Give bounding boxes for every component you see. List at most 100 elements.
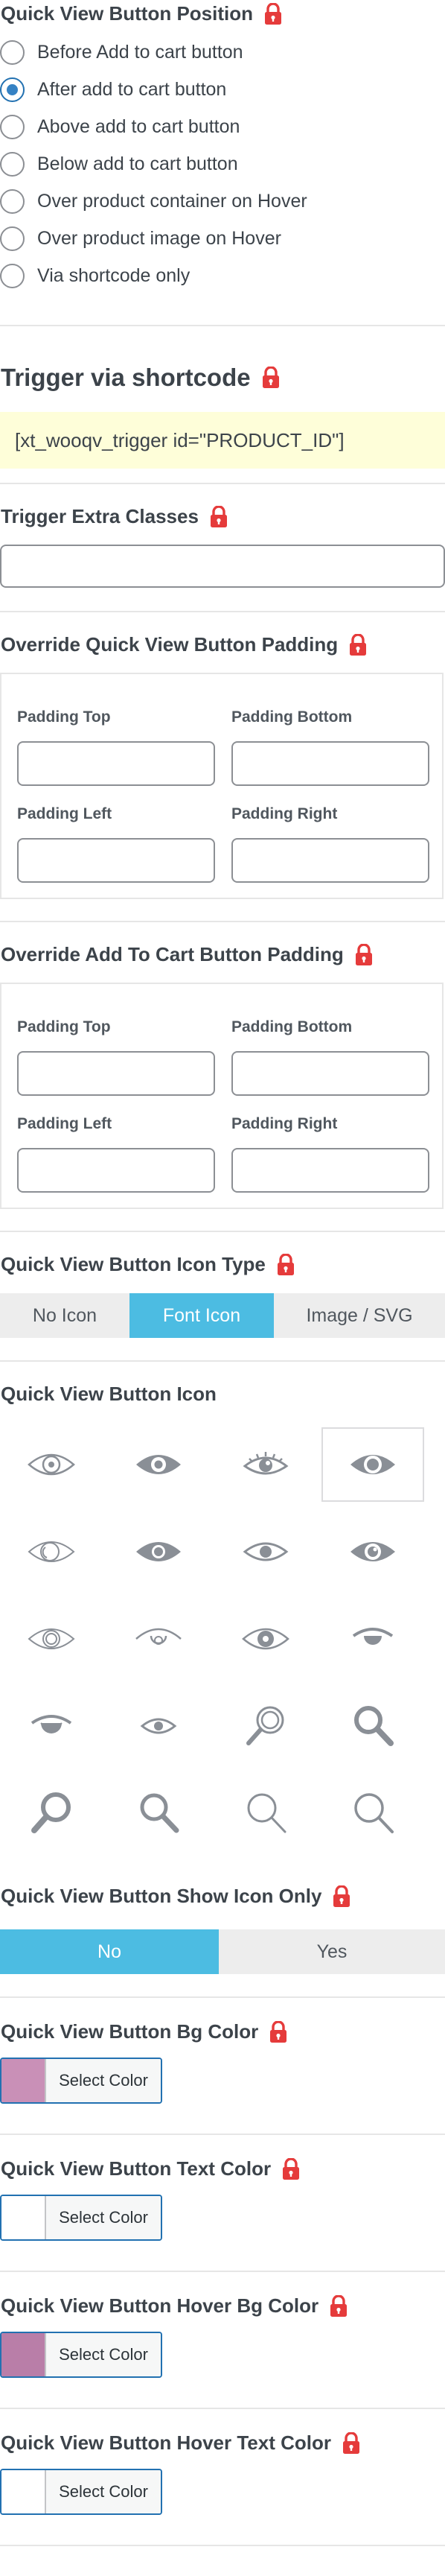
color-swatch [1,2333,46,2376]
magnifier-ring-icon[interactable] [214,1689,317,1763]
icon-type-title: Quick View Button Icon Type [1,1253,295,1276]
lock-icon [342,2431,361,2455]
eye-round-icon[interactable] [214,1602,317,1676]
trigger-shortcode-title: Trigger via shortcode [1,364,281,392]
eye-pupil-icon[interactable] [321,1514,424,1589]
qv-padding-right-input[interactable] [231,838,429,883]
padding-top-label: Padding Top [17,1018,111,1035]
show-icon-only-no[interactable]: No [0,1929,219,1974]
icon-type-image-svg[interactable]: Image / SVG [306,1304,413,1326]
atc-padding-box: Padding Top Padding Bottom Padding Left … [0,983,444,1209]
lock-icon [276,1253,295,1276]
radio-over-product-container[interactable]: Over product container on Hover [0,189,307,214]
icon-type-font-icon[interactable]: Font Icon [129,1293,274,1338]
divider [0,1360,445,1362]
icon-type-segmented: No Icon Font Icon Image / SVG [0,1293,445,1338]
qv-padding-bottom-input[interactable] [231,741,429,786]
qv-padding-top-input[interactable] [17,741,215,786]
divider [0,1231,445,1232]
radio-button[interactable] [0,189,25,214]
magnifier-thin-icon[interactable] [214,1776,317,1850]
radio-above-add-to-cart[interactable]: Above add to cart button [0,115,240,139]
shortcode-box: [xt_wooqv_trigger id="PRODUCT_ID"] [0,412,445,469]
eye-bold-icon[interactable] [321,1427,424,1502]
magnifier-outline-icon[interactable] [321,1776,424,1850]
radio-button[interactable] [0,226,25,251]
color-swatch [1,2470,46,2513]
magnifier-bold-icon[interactable] [321,1689,424,1763]
color-swatch [1,2059,46,2102]
padding-right-label: Padding Right [231,805,338,822]
radio-button[interactable] [0,152,25,177]
button-icon-title: Quick View Button Icon [1,1383,217,1405]
hover-text-color-title: Quick View Button Hover Text Color [1,2431,361,2455]
button-position-title: Quick View Button Position [1,2,283,25]
padding-left-label: Padding Left [17,805,112,822]
divider [0,483,445,484]
eye-filled-icon[interactable] [107,1514,210,1589]
trigger-classes-title: Trigger Extra Classes [1,505,228,528]
trigger-classes-input[interactable] [0,545,445,588]
radio-below-add-to-cart[interactable]: Below add to cart button [0,152,238,177]
padding-bottom-label: Padding Bottom [231,1018,353,1035]
radio-button[interactable] [0,115,25,139]
padding-left-label: Padding Left [17,1115,112,1132]
divider [0,2408,445,2409]
eye-outline-icon[interactable] [0,1427,103,1502]
radio-before-add-to-cart[interactable]: Before Add to cart button [0,40,243,65]
icon-type-no-icon[interactable]: No Icon [32,1304,97,1326]
qv-padding-title: Override Quick View Button Padding [1,633,368,656]
padding-top-label: Padding Top [17,708,111,726]
divider [0,325,445,326]
lock-icon [281,2157,301,2180]
lock-icon [263,2,283,25]
magnifier-filled-icon[interactable] [107,1776,210,1850]
radio-button[interactable] [0,264,25,288]
lock-icon [332,1885,351,1908]
bg-color-title: Quick View Button Bg Color [1,2020,288,2043]
radio-button[interactable] [0,40,25,65]
qv-padding-left-input[interactable] [17,838,215,883]
show-icon-only-segmented: No Yes [0,1929,445,1974]
padding-right-label: Padding Right [231,1115,338,1132]
hover-text-color-picker-button[interactable]: Select Color [0,2469,162,2515]
atc-padding-bottom-input[interactable] [231,1051,429,1096]
divider [0,1996,445,1998]
color-swatch [1,2196,46,2239]
eye-lashes-icon[interactable] [214,1427,317,1502]
eye-solid-icon[interactable] [107,1427,210,1502]
eye-ring-icon[interactable] [0,1602,103,1676]
atc-padding-title: Override Add To Cart Button Padding [1,943,374,966]
eye-lid-icon[interactable] [107,1602,210,1676]
atc-padding-top-input[interactable] [17,1051,215,1096]
lock-icon [269,2020,288,2043]
divider [0,611,445,612]
divider [0,2271,445,2272]
divider [0,2134,445,2135]
radio-over-product-image[interactable]: Over product image on Hover [0,226,281,251]
padding-bottom-label: Padding Bottom [231,708,353,726]
lock-icon [209,505,228,528]
eye-closed-icon[interactable] [0,1689,103,1763]
eye-half-icon[interactable] [321,1602,424,1676]
qv-padding-box: Padding Top Padding Bottom Padding Left … [0,673,444,899]
eye-simple-icon[interactable] [214,1514,317,1589]
radio-after-add-to-cart[interactable]: After add to cart button [0,77,226,102]
radio-button-checked[interactable] [0,77,25,102]
magnifier-solid-icon[interactable] [0,1776,103,1850]
lock-icon [261,367,281,389]
lock-icon [354,943,374,966]
atc-padding-left-input[interactable] [17,1148,215,1193]
atc-padding-right-input[interactable] [231,1148,429,1193]
show-icon-only-title: Quick View Button Show Icon Only [1,1885,351,1908]
text-color-picker-button[interactable]: Select Color [0,2195,162,2241]
eye-thin-icon[interactable] [0,1514,103,1589]
show-icon-only-yes[interactable]: Yes [316,1941,348,1962]
hover-bg-color-title: Quick View Button Hover Bg Color [1,2294,348,2318]
eye-small-icon[interactable] [107,1689,210,1763]
lock-icon [348,633,368,656]
bg-color-picker-button[interactable]: Select Color [0,2058,162,2104]
text-color-title: Quick View Button Text Color [1,2157,301,2180]
hover-bg-color-picker-button[interactable]: Select Color [0,2332,162,2378]
radio-via-shortcode[interactable]: Via shortcode only [0,264,190,288]
